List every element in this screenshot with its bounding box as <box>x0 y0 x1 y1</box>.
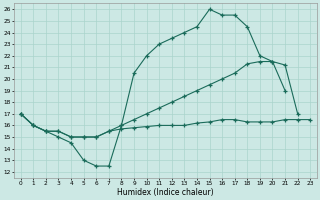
X-axis label: Humidex (Indice chaleur): Humidex (Indice chaleur) <box>117 188 214 197</box>
